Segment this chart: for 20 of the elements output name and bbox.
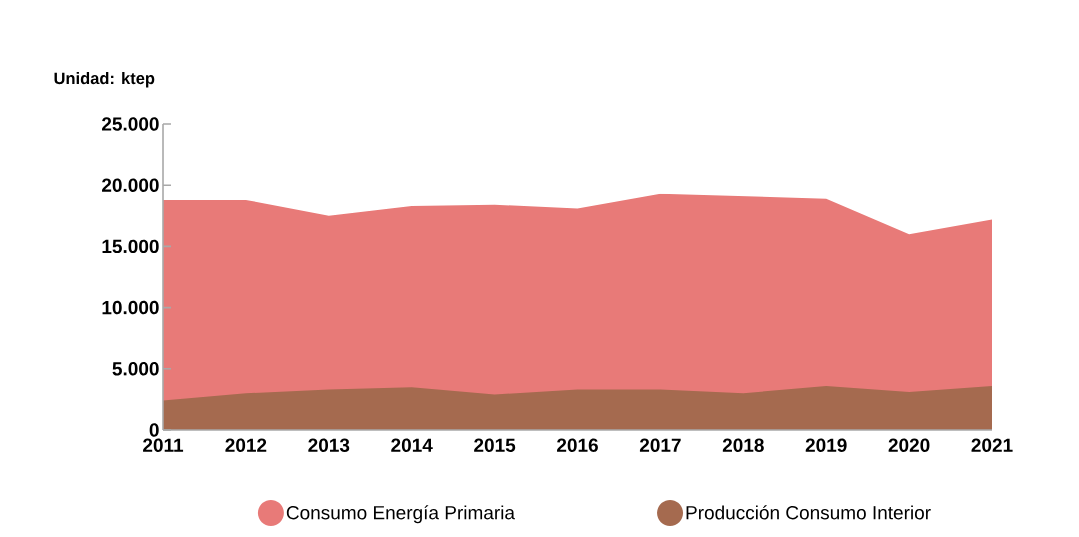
x-tick-label: 2012 [225, 438, 267, 452]
y-tick-label: 25.000 [102, 117, 159, 131]
y-axis-title: Unidad: ktep [54, 72, 155, 88]
y-tick-label: 5.000 [112, 362, 159, 376]
y-tick-label: 10.000 [102, 300, 159, 315]
x-tick-label: 2017 [639, 438, 681, 452]
x-tick-label: 2013 [308, 438, 350, 453]
y-tick-label: 0 [149, 423, 159, 437]
legend-label: Producción Consumo Interior [686, 505, 931, 520]
x-tick-label: 2018 [722, 438, 764, 452]
x-tick-label: 2016 [557, 438, 598, 452]
x-tick-label: 2014 [391, 438, 433, 452]
x-tick-label: 2011 [143, 438, 184, 452]
x-tick-label: 2020 [888, 438, 930, 452]
y-tick-label: 20.000 [102, 178, 159, 192]
x-tick-label: 2021 [971, 438, 1013, 452]
legend-label: Consumo Energía Primaria [286, 505, 515, 524]
x-tick-label: 2019 [805, 438, 847, 452]
x-tick-label: 2015 [474, 438, 516, 452]
y-tick-label: 15.000 [102, 239, 159, 254]
